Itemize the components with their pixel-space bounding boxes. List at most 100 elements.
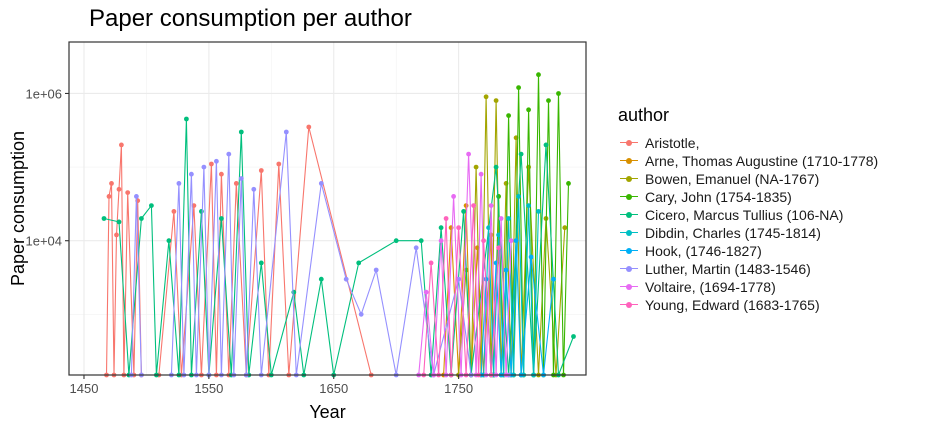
data-point — [106, 194, 112, 199]
data-point — [306, 124, 312, 130]
data-point — [101, 216, 107, 221]
legend-item: Young, Edward (1683-1765) — [618, 296, 878, 314]
data-point — [251, 186, 257, 192]
legend-key — [618, 134, 640, 152]
legend-key-dot — [626, 176, 632, 182]
data-point — [513, 238, 519, 244]
data-point — [114, 232, 119, 238]
data-point — [498, 216, 504, 221]
legend-key — [618, 260, 640, 278]
data-point — [493, 98, 499, 103]
legend-key-dot — [626, 284, 632, 290]
data-point — [258, 260, 264, 266]
data-point — [134, 194, 139, 199]
y-tick-label: 1e+04 — [25, 234, 62, 249]
legend-item: Bowen, Emanuel (NA-1767) — [618, 170, 878, 188]
data-point — [201, 164, 207, 170]
data-point — [214, 158, 219, 164]
data-point — [258, 168, 264, 173]
legend-label: Bowen, Emanuel (NA-1767) — [645, 171, 820, 187]
data-point — [318, 181, 324, 186]
legend-key — [618, 188, 640, 206]
legend-key-dot — [626, 158, 632, 164]
data-point — [171, 209, 177, 214]
data-point — [443, 216, 449, 221]
legend-label: Arne, Thomas Augustine (1710-1778) — [645, 153, 879, 169]
data-point — [139, 216, 144, 221]
data-point — [536, 72, 541, 78]
data-point — [516, 85, 521, 90]
series-line — [493, 74, 570, 376]
data-point — [508, 238, 514, 244]
data-point — [356, 260, 362, 266]
legend-key-dot — [626, 212, 632, 218]
data-point — [318, 276, 324, 282]
data-point — [543, 142, 549, 148]
legend-key-dot — [626, 140, 632, 146]
data-point — [283, 129, 289, 135]
data-point — [233, 181, 239, 186]
data-point — [199, 209, 204, 214]
data-point — [116, 186, 122, 192]
data-point — [518, 151, 524, 157]
data-point — [481, 238, 486, 244]
data-point — [116, 219, 122, 225]
legend-key — [618, 278, 640, 296]
data-point — [184, 116, 189, 122]
legend-label: Hook, (1746-1827) — [645, 243, 762, 259]
x-tick-label: 1650 — [319, 381, 348, 396]
data-point — [219, 171, 224, 177]
legend-item: Luther, Martin (1483-1546) — [618, 260, 878, 278]
data-point — [526, 164, 531, 170]
data-point — [176, 181, 182, 186]
data-point — [463, 203, 469, 209]
data-point — [496, 194, 501, 199]
data-point — [478, 171, 484, 177]
data-point — [219, 216, 224, 221]
data-point — [291, 289, 297, 295]
data-point — [546, 98, 551, 103]
legend-item: Cary, John (1754-1835) — [618, 188, 878, 206]
data-point — [358, 311, 364, 317]
legend-items: Aristotle, Arne, Thomas Augustine (1710-1… — [618, 134, 878, 314]
legend-label: Cary, John (1754-1835) — [645, 189, 792, 205]
legend-key — [618, 296, 640, 314]
data-point — [238, 129, 244, 135]
legend-key — [618, 206, 640, 224]
data-point — [451, 194, 456, 199]
data-point — [343, 276, 349, 282]
series-line — [130, 131, 509, 376]
series-line — [418, 153, 512, 376]
data-point — [418, 238, 424, 244]
data-point — [526, 203, 531, 209]
data-point — [456, 225, 461, 231]
data-point — [488, 203, 494, 209]
legend-item: Arne, Thomas Augustine (1710-1778) — [618, 152, 878, 170]
data-point — [528, 254, 534, 260]
data-point — [438, 225, 444, 231]
data-point — [551, 276, 556, 282]
series-8 — [129, 129, 511, 378]
legend-label: Voltaire, (1694-1778) — [645, 279, 776, 295]
data-point — [149, 203, 154, 209]
x-tick-label: 1450 — [70, 381, 99, 396]
series-line — [423, 205, 500, 376]
legend-key-dot — [626, 230, 632, 236]
y-axis-label: Paper consumption — [8, 131, 28, 286]
x-tick-label: 1550 — [194, 381, 223, 396]
data-point — [556, 91, 561, 96]
data-point — [428, 260, 434, 266]
data-point — [493, 164, 499, 170]
data-point — [189, 171, 194, 177]
data-point — [496, 232, 501, 238]
legend-item: Cicero, Marcus Tullius (106-NA) — [618, 206, 878, 224]
data-point — [496, 245, 501, 251]
data-point — [423, 289, 429, 295]
data-point — [562, 225, 568, 231]
data-point — [438, 238, 444, 244]
legend-key — [618, 152, 640, 170]
data-point — [483, 94, 489, 100]
data-point — [486, 225, 491, 231]
data-point — [473, 164, 479, 170]
